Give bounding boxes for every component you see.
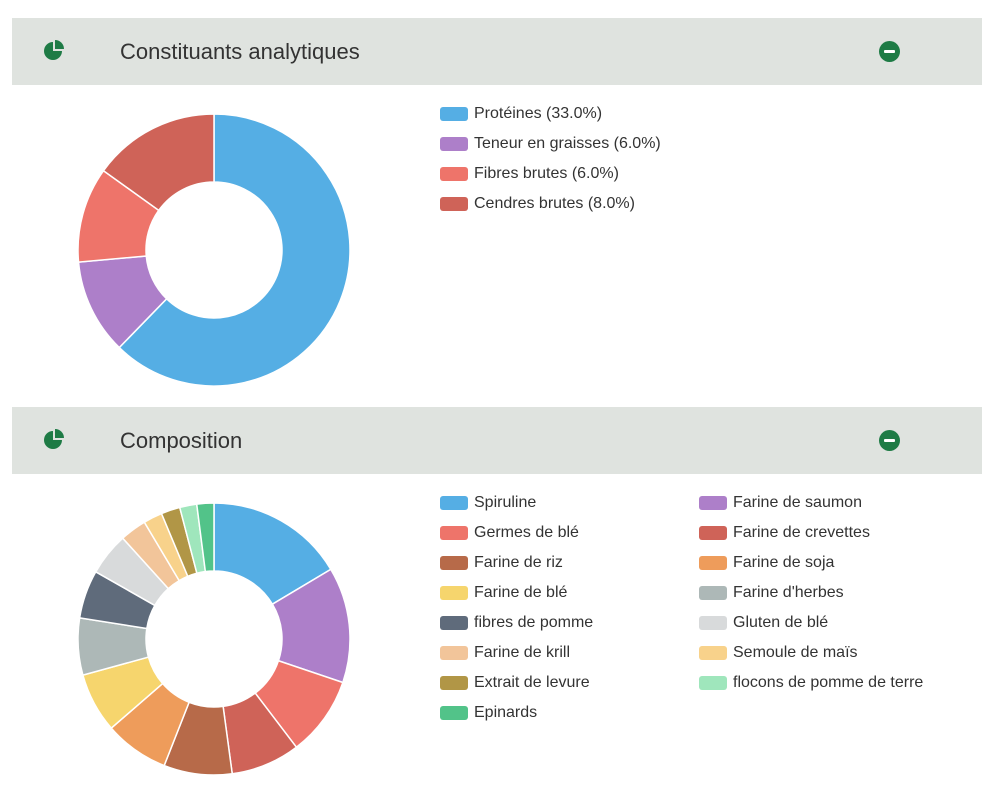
legend-swatch bbox=[440, 676, 468, 690]
slice-prot-ines[interactable] bbox=[118, 113, 351, 387]
minus-circle-icon[interactable] bbox=[879, 41, 900, 62]
legend-label: Farine de blé bbox=[474, 584, 568, 601]
legend-swatch bbox=[440, 586, 468, 600]
slice-epinards[interactable] bbox=[195, 502, 215, 573]
legend-swatch bbox=[440, 556, 468, 570]
legend-label: Farine de crevettes bbox=[733, 524, 870, 541]
legend-label: Extrait de levure bbox=[474, 674, 590, 691]
legend-swatch bbox=[440, 137, 468, 151]
legend-label: Teneur en graisses (6.0%) bbox=[474, 135, 661, 152]
legend-label: flocons de pomme de terre bbox=[733, 674, 924, 691]
donut-chart-composition bbox=[77, 502, 351, 776]
panel-header-composition: Composition bbox=[12, 407, 982, 474]
legend-label: Farine de riz bbox=[474, 554, 563, 571]
legend-label: Farine d'herbes bbox=[733, 584, 844, 601]
legend-label: Farine de saumon bbox=[733, 494, 862, 511]
legend-swatch bbox=[440, 646, 468, 660]
legend-swatch bbox=[440, 616, 468, 630]
legend-label: fibres de pomme bbox=[474, 614, 594, 631]
legend-swatch bbox=[699, 586, 727, 600]
panel-title: Composition bbox=[120, 428, 243, 453]
pie-chart-icon bbox=[44, 40, 64, 60]
pie-chart-icon bbox=[44, 429, 64, 449]
legend-swatch bbox=[699, 676, 727, 690]
donut-chart-constituants bbox=[77, 113, 351, 387]
legend-swatch bbox=[440, 107, 468, 121]
legend-label: Fibres brutes (6.0%) bbox=[474, 165, 619, 182]
legend-label: Epinards bbox=[474, 704, 538, 721]
legend-label: Cendres brutes (8.0%) bbox=[474, 195, 635, 212]
legend-swatch bbox=[440, 526, 468, 540]
legend-swatch bbox=[440, 706, 468, 720]
panel-header-constituants: Constituants analytiques bbox=[12, 18, 982, 85]
legend-label: Germes de blé bbox=[474, 524, 579, 541]
legend-label: Spiruline bbox=[474, 494, 537, 511]
legend-label: Protéines (33.0%) bbox=[474, 105, 603, 122]
legend-swatch bbox=[699, 526, 727, 540]
panel-title: Constituants analytiques bbox=[120, 39, 360, 64]
legend-label: Farine de soja bbox=[733, 554, 835, 571]
legend-swatch bbox=[440, 496, 468, 510]
legend-label: Farine de krill bbox=[474, 644, 571, 661]
legend-swatch bbox=[699, 556, 727, 570]
minus-circle-icon[interactable] bbox=[879, 430, 900, 451]
legend-label: Semoule de maïs bbox=[733, 644, 858, 661]
legend-swatch bbox=[440, 197, 468, 211]
legend-swatch bbox=[699, 616, 727, 630]
legend-swatch bbox=[699, 646, 727, 660]
legend-label: Gluten de blé bbox=[733, 614, 829, 631]
legend-swatch bbox=[699, 496, 727, 510]
slice-cendres-brutes[interactable] bbox=[102, 113, 215, 212]
legend-swatch bbox=[440, 167, 468, 181]
